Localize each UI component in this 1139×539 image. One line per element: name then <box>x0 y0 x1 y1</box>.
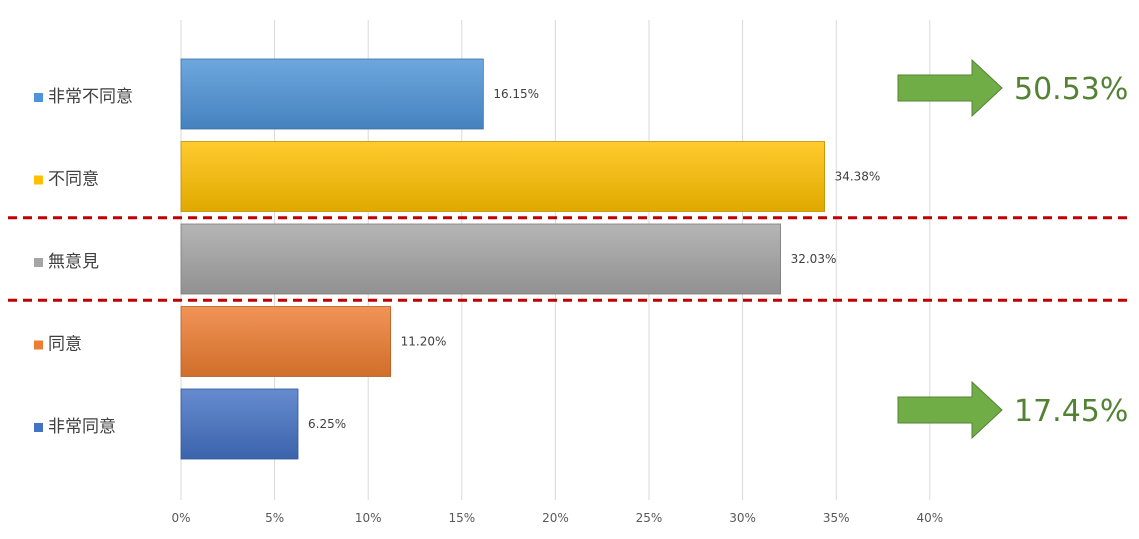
legend-swatch <box>34 423 43 432</box>
bar-1 <box>180 58 484 130</box>
separator-lines <box>8 216 1130 302</box>
data-label: 32.03% <box>791 252 837 266</box>
legend-swatch <box>34 93 43 102</box>
bars-group <box>180 58 825 460</box>
category-label: 無意見 <box>48 252 99 272</box>
legend-swatch <box>34 175 43 185</box>
x-tick-label: 0% <box>171 511 190 525</box>
annotation-percentage: 17.45% <box>1014 394 1128 429</box>
x-tick-label: 30% <box>729 511 756 525</box>
annotation-percentage: 50.53% <box>1014 72 1128 107</box>
annotations-group: 50.53% 17.45% <box>897 58 1128 440</box>
x-tick-label: 20% <box>542 511 569 525</box>
right-arrow-icon <box>897 58 1003 118</box>
x-tick-label: 5% <box>265 511 284 525</box>
legend-swatch <box>34 258 43 267</box>
category-label: 非常同意 <box>48 417 116 437</box>
x-tick-label: 10% <box>355 511 382 525</box>
x-tick-label: 40% <box>916 511 943 525</box>
data-label: 6.25% <box>308 417 346 431</box>
bar-5 <box>180 388 299 460</box>
x-tick-label: 35% <box>823 511 850 525</box>
category-label: 非常不同意 <box>48 87 133 107</box>
right-arrow-icon <box>897 380 1003 440</box>
data-label: 11.20% <box>401 335 447 349</box>
x-tick-label: 25% <box>636 511 663 525</box>
bar-2 <box>180 141 825 212</box>
category-label: 同意 <box>48 335 82 355</box>
x-tick-labels-group: 0% 5% 10% 15% 20% 25% 30% 35% 40% <box>171 511 943 525</box>
bar-4 <box>180 306 392 377</box>
category-label: 不同意 <box>48 170 99 190</box>
x-tick-label: 15% <box>448 511 475 525</box>
data-labels-group: 16.15% 34.38% 32.03% 11.20% 6.25% <box>308 87 880 431</box>
legend-swatch <box>34 340 43 350</box>
data-label: 16.15% <box>493 87 539 101</box>
data-label: 34.38% <box>835 170 881 184</box>
bar-3 <box>180 223 782 295</box>
